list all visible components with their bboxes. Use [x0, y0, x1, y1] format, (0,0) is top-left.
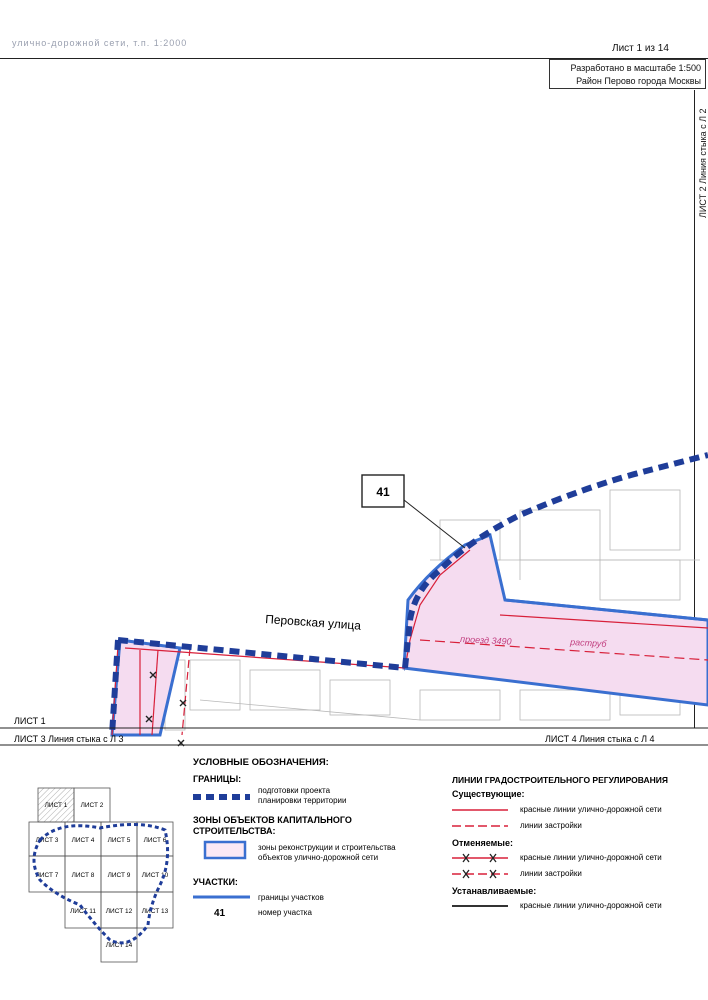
sheet-index-map: ЛИСТ 1 ЛИСТ 2 ЛИСТ 3 ЛИСТ 4 ЛИСТ 5 ЛИСТ …	[28, 787, 174, 963]
reconstruction-zone-left	[110, 638, 182, 737]
passage-label: проезд 3490	[460, 634, 512, 647]
legend-borders-heading: ГРАНИЦЫ:	[193, 774, 241, 784]
legend-column-2: ЛИНИИ ГРАДОСТРОИТЕЛЬНОГО РЕГУЛИРОВАНИЯ С…	[452, 775, 668, 910]
legend-border-item-line2: планировки территории	[258, 796, 346, 805]
plot-number-box	[361, 474, 405, 508]
legend-existing-build-text: линии застройки	[520, 821, 582, 830]
index-cell-3: ЛИСТ 3	[36, 837, 59, 844]
legend-cancel-marks-2	[462, 869, 497, 879]
base-map-buildings	[164, 489, 700, 731]
index-cell-9: ЛИСТ 9	[108, 872, 131, 879]
scale-line: Разработано в масштабе 1:500	[570, 63, 701, 73]
legend-border-item-line1: подготовки проекта	[258, 786, 331, 795]
scale-box: Разработано в масштабе 1:500 Район Перов…	[549, 59, 706, 89]
index-cell-6: ЛИСТ 6	[144, 837, 167, 844]
index-cell-8: ЛИСТ 8	[72, 872, 95, 879]
index-cell-4: ЛИСТ 4	[72, 837, 95, 844]
zone-inner-divider	[504, 598, 708, 622]
index-cell-1: ЛИСТ 1	[45, 802, 68, 809]
legend-cancelled-heading: Отменяемые:	[452, 838, 513, 848]
index-cell-7: ЛИСТ 7	[36, 872, 59, 879]
blurred-header-title: улично-дорожной сети, т.п. 1:2000	[12, 38, 188, 48]
sheet1-label: ЛИСТ 1	[14, 716, 46, 726]
legend-new-heading: Устанавливаемые:	[452, 886, 536, 896]
index-cell-12: ЛИСТ 12	[106, 908, 133, 915]
index-cell-5: ЛИСТ 5	[108, 837, 131, 844]
planning-boundary-street	[117, 637, 406, 671]
legend-reg-heading: ЛИНИИ ГРАДОСТРОИТЕЛЬНОГО РЕГУЛИРОВАНИЯ	[452, 775, 668, 785]
reconstruction-zone-41	[402, 532, 708, 707]
street-label: Перовская улица	[265, 612, 362, 633]
legend-cancelled-build-text: линии застройки	[520, 869, 582, 878]
index-cell-2: ЛИСТ 2	[81, 802, 104, 809]
index-cell-14: ЛИСТ 14	[106, 942, 133, 949]
legend-zone-item-line2: объектов улично-дорожной сети	[258, 853, 378, 862]
index-cell-13: ЛИСТ 13	[142, 908, 169, 915]
index-cell-11: ЛИСТ 11	[70, 908, 96, 915]
plot-number-label: 41	[376, 485, 390, 499]
legend-plot-number-sample: 41	[214, 908, 226, 919]
index-cell-10: ЛИСТ 10	[142, 872, 169, 879]
legend-plot-border-text: границы участков	[258, 893, 324, 902]
callout-leader	[403, 499, 466, 549]
frame-top-border	[0, 58, 708, 59]
legend-cancel-marks-1	[462, 853, 497, 863]
legend-zone-item-line1: зоны реконструкции и строительства	[258, 843, 396, 852]
legend-existing-red-text: красные линии улично-дорожной сети	[520, 805, 662, 814]
junction-label-sheet3: ЛИСТ 3 Линия стыка с Л 3	[14, 734, 124, 744]
legend-column-1: УСЛОВНЫЕ ОБОЗНАЧЕНИЯ: ГРАНИЦЫ: подготовк…	[193, 757, 396, 919]
legend-existing-heading: Существующие:	[452, 789, 525, 799]
rastrub-label: раструб	[569, 637, 608, 649]
legend-zone-sample	[203, 840, 247, 860]
legend-plots-heading: УЧАСТКИ:	[193, 877, 238, 887]
planning-boundary	[402, 452, 708, 669]
legend-zones-heading-line2: СТРОИТЕЛЬСТВА:	[193, 826, 276, 836]
legend-zones-heading-line1: ЗОНЫ ОБЪЕКТОВ КАПИТАЛЬНОГО	[193, 815, 352, 825]
legend-new-red-text: красные линии улично-дорожной сети	[520, 901, 662, 910]
legend-plot-number-text: номер участка	[258, 908, 312, 917]
legend-title: УСЛОВНЫЕ ОБОЗНАЧЕНИЯ:	[193, 757, 329, 768]
district-line: Район Перово города Москвы	[576, 76, 701, 86]
index-boundary	[32, 822, 170, 945]
junction-label-sheet4: ЛИСТ 4 Линия стыка с Л 4	[545, 734, 655, 744]
legend-cancelled-red-text: красные линии улично-дорожной сети	[520, 853, 662, 862]
junction-line-right	[694, 90, 695, 728]
sheet-counter: Лист 1 из 14	[612, 43, 669, 54]
